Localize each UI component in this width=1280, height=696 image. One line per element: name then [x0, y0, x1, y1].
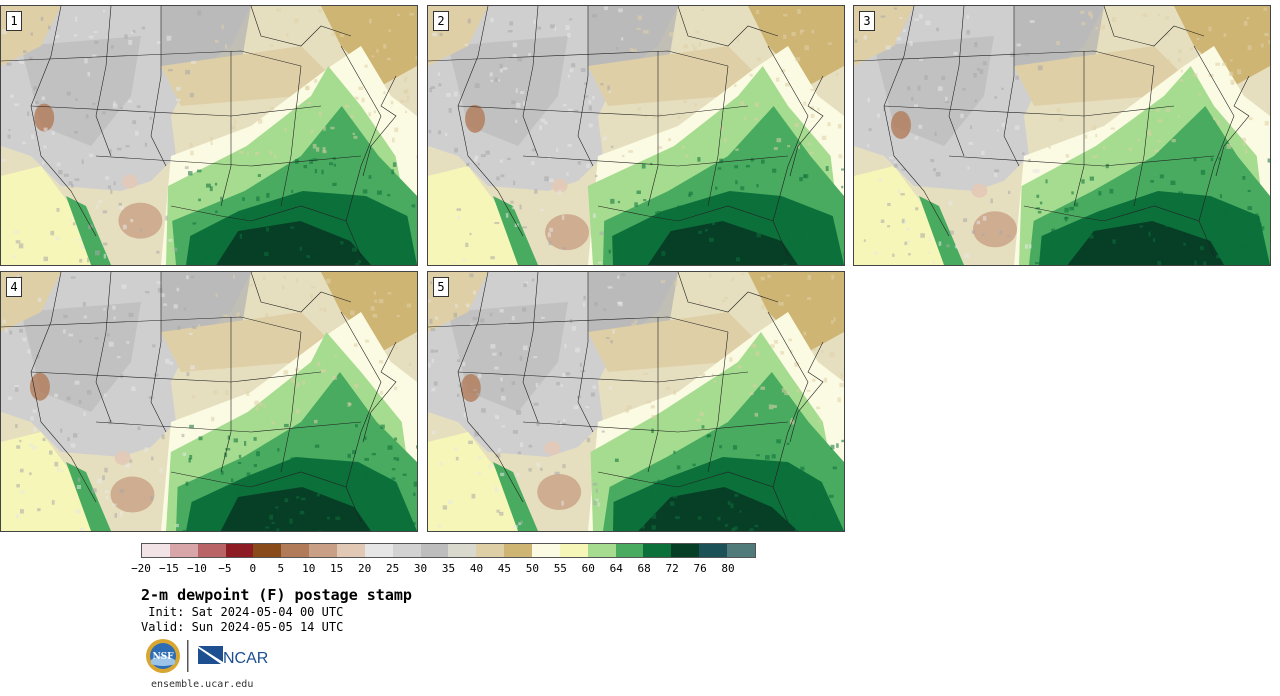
colorbar-tick-label: 68 — [637, 562, 651, 575]
panel-number-3: 3 — [859, 11, 875, 31]
colorbar-tick-label: 15 — [330, 562, 344, 575]
colorbar-swatch — [253, 544, 282, 557]
member-panel-4: 4 — [0, 271, 418, 532]
colorbar-swatch — [142, 544, 170, 557]
colorbar-tick-label: 25 — [385, 562, 400, 575]
colorbar-swatch — [281, 544, 310, 557]
nsf-logo-icon: NSF — [146, 639, 180, 673]
colorbar-tick-label: 5 — [277, 562, 285, 575]
colorbar-tick-label: −5 — [218, 562, 232, 575]
colorbar-swatch — [559, 544, 588, 557]
colorbar-tick-label: 72 — [665, 562, 679, 575]
panel-number-1: 1 — [6, 11, 22, 31]
valid-time: Valid: Sun 2024-05-05 14 UTC — [141, 620, 344, 634]
colorbar-swatch — [476, 544, 505, 557]
ncar-logo-icon: NCAR — [198, 646, 268, 667]
nsf-logo-text: NSF — [152, 652, 174, 662]
init-time: Init: Sat 2024-05-04 00 UTC — [141, 605, 344, 619]
dewpoint-map-2 — [428, 6, 844, 265]
member-panel-1: 1 — [0, 5, 418, 266]
colorbar-swatch — [337, 544, 365, 557]
colorbar-swatch — [615, 544, 644, 557]
colorbar-tick-label: 40 — [469, 562, 484, 575]
ncar-logo-text: NCAR — [223, 650, 268, 667]
colorbar-tick-label: 50 — [525, 562, 539, 575]
colorbar-swatch — [671, 544, 700, 557]
colorbar-tick-label: 64 — [609, 562, 623, 575]
panel-number-2: 2 — [433, 11, 449, 31]
colorbar-tick-label: 45 — [497, 562, 512, 575]
panel-number-5: 5 — [433, 277, 449, 297]
member-panel-5: 5 — [427, 271, 845, 532]
colorbar-tick-label: 80 — [721, 562, 735, 575]
website-link[interactable]: ensemble.ucar.edu — [151, 679, 254, 690]
colorbar-swatch — [727, 544, 755, 557]
colorbar — [141, 543, 756, 558]
colorbar-tick-label: 55 — [553, 562, 567, 575]
colorbar-swatch — [587, 544, 616, 557]
colorbar-swatch — [309, 544, 338, 557]
colorbar-tick-label: 35 — [441, 562, 456, 575]
colorbar-swatch — [448, 544, 477, 557]
colorbar-tick-label: 30 — [413, 562, 428, 575]
member-panel-3: 3 — [853, 5, 1271, 266]
colorbar-swatch — [532, 544, 560, 557]
colorbar-swatch — [420, 544, 449, 557]
plot-title: 2-m dewpoint (F) postage stamp — [141, 586, 412, 604]
dewpoint-map-3 — [854, 6, 1270, 265]
colorbar-tick-label: −10 — [186, 562, 207, 575]
colorbar-swatch — [504, 544, 533, 557]
colorbar-tick-label: 10 — [302, 562, 316, 575]
member-panel-2: 2 — [427, 5, 845, 266]
colorbar-swatch — [169, 544, 198, 557]
colorbar-ticks: −20 −15 −10 −5 0 5 10 15 20 25 30 35 40 45 50 55 60 64 68 7… — [131, 562, 756, 576]
colorbar-swatch — [392, 544, 421, 557]
dewpoint-map-4 — [1, 272, 417, 531]
dewpoint-map-5 — [428, 272, 844, 531]
panel-number-4: 4 — [6, 277, 22, 297]
colorbar-tick-label: 76 — [693, 562, 707, 575]
colorbar-tick-label: −20 — [131, 562, 151, 575]
colorbar-tick-label: 60 — [581, 562, 595, 575]
colorbar-tick-label: 20 — [358, 562, 372, 575]
dewpoint-map-1 — [1, 6, 417, 265]
colorbar-swatch — [364, 544, 393, 557]
colorbar-tick-label: 0 — [249, 562, 257, 575]
colorbar-swatch — [699, 544, 728, 557]
colorbar-tick-label: −15 — [159, 562, 179, 575]
logos: NSF NCAR — [146, 639, 268, 673]
colorbar-swatch — [643, 544, 672, 557]
colorbar-swatch — [197, 544, 226, 557]
colorbar-swatch — [225, 544, 254, 557]
